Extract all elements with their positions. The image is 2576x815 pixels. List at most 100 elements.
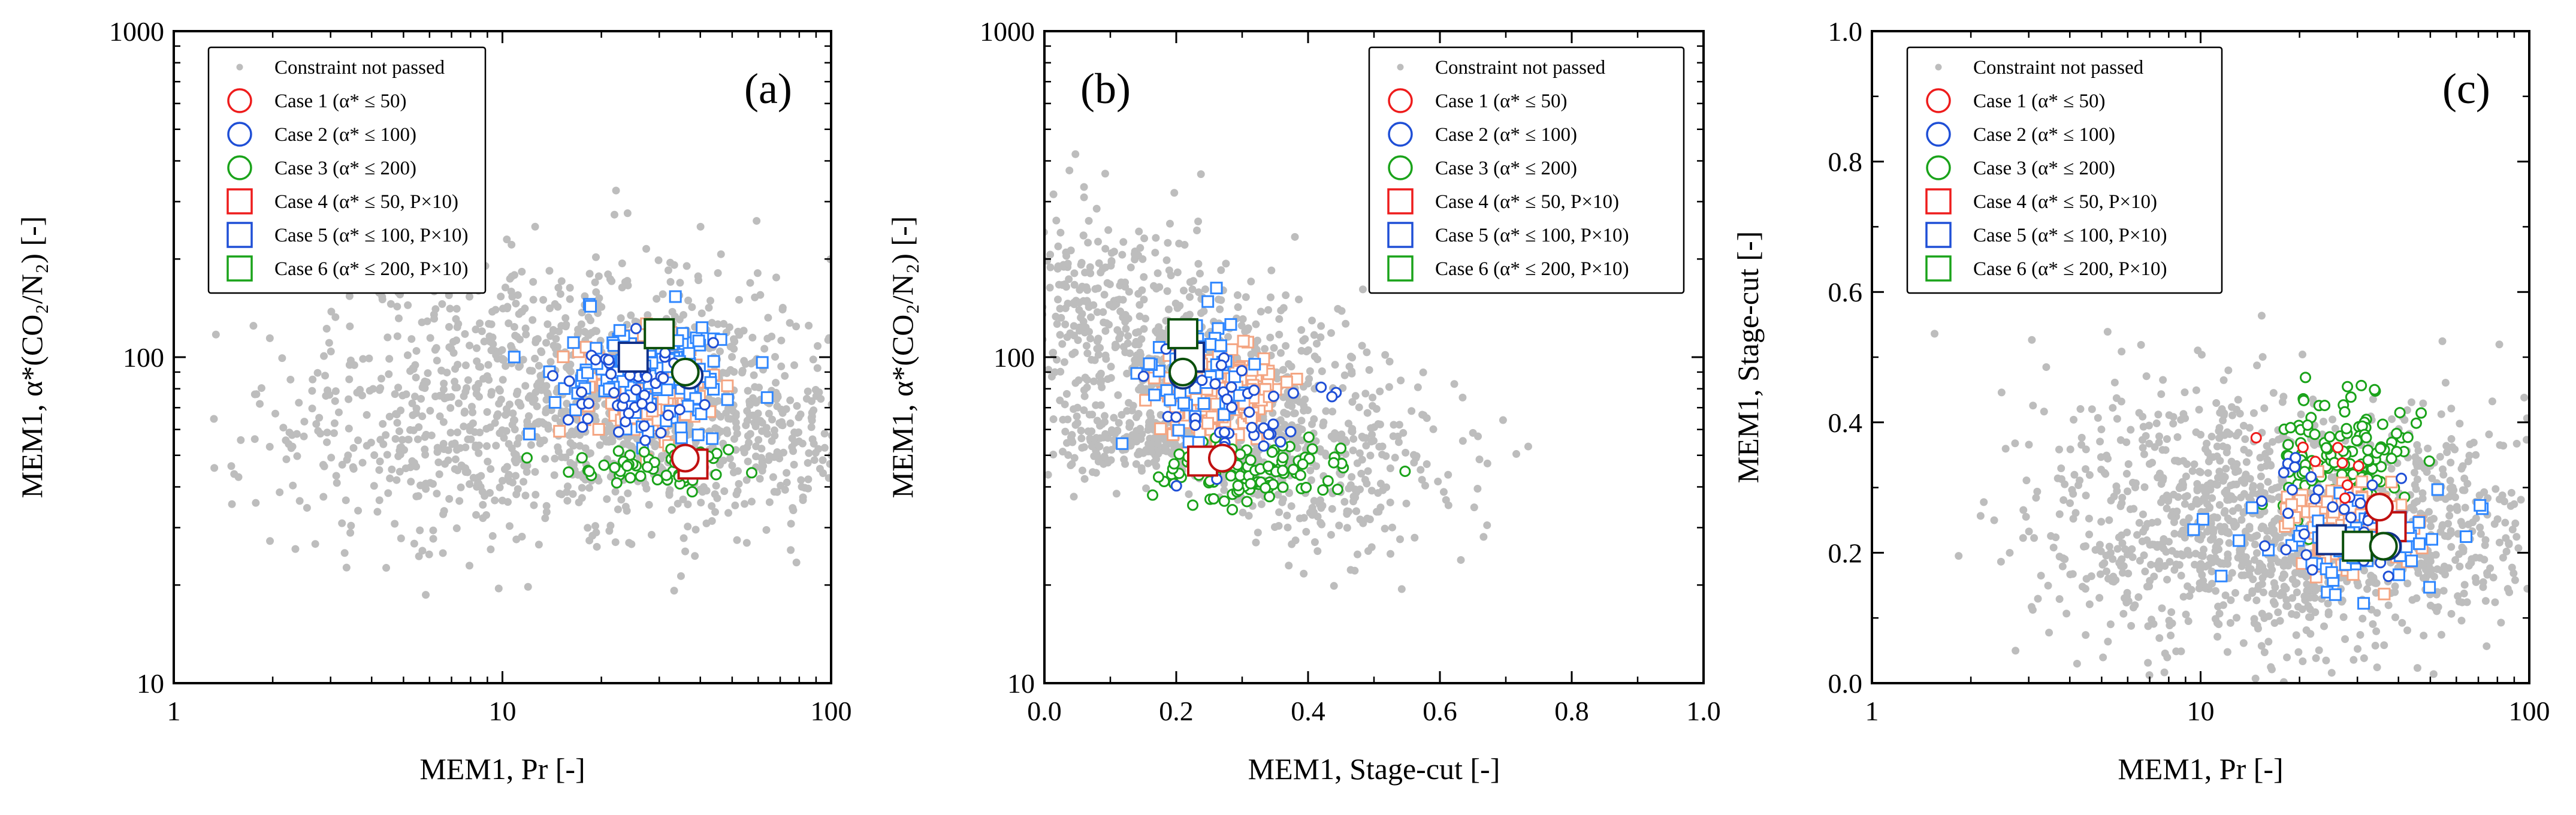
point-case-3 xyxy=(1277,464,1289,476)
point-constraint-not-passed xyxy=(1239,315,1247,324)
point-constraint-not-passed xyxy=(2256,454,2264,462)
point-constraint-not-passed xyxy=(346,322,354,331)
point-constraint-not-passed xyxy=(1316,518,1325,527)
point-constraint-not-passed xyxy=(1107,446,1116,454)
point-constraint-not-passed xyxy=(771,431,779,440)
highlight-case-1 xyxy=(671,443,700,473)
point-constraint-not-passed xyxy=(1242,293,1250,301)
point-constraint-not-passed xyxy=(1185,490,1193,499)
point-constraint-not-passed xyxy=(744,457,752,466)
point-constraint-not-passed xyxy=(1085,410,1094,419)
point-constraint-not-passed xyxy=(2242,553,2250,562)
point-constraint-not-passed xyxy=(950,453,958,460)
point-constraint-not-passed xyxy=(2437,410,2445,418)
point-constraint-not-passed xyxy=(752,416,760,424)
point-constraint-not-passed xyxy=(445,323,454,331)
point-constraint-not-passed xyxy=(412,373,420,382)
point-constraint-not-passed xyxy=(2505,540,2513,548)
highlight-case-5 xyxy=(617,342,649,373)
point-constraint-not-passed xyxy=(1113,426,1122,434)
point-constraint-not-passed xyxy=(444,393,452,402)
point-constraint-not-passed xyxy=(2502,547,2511,556)
point-constraint-not-passed xyxy=(2280,582,2288,591)
point-constraint-not-passed xyxy=(1078,443,1086,452)
point-constraint-not-passed xyxy=(2460,589,2468,597)
point-constraint-not-passed xyxy=(431,346,439,354)
point-constraint-not-passed xyxy=(2105,542,2113,551)
panel-label: (a) xyxy=(744,65,792,113)
point-constraint-not-passed xyxy=(1408,407,1416,415)
point-constraint-not-passed xyxy=(1418,476,1426,484)
point-constraint-not-passed xyxy=(2472,514,2480,523)
point-constraint-not-passed xyxy=(508,240,516,249)
point-constraint-not-passed xyxy=(1140,295,1148,304)
point-constraint-not-passed xyxy=(520,478,528,486)
point-constraint-not-passed xyxy=(610,210,618,219)
point-constraint-not-passed xyxy=(804,387,812,396)
point-constraint-not-passed xyxy=(2358,614,2367,623)
point-constraint-not-passed xyxy=(1297,416,1306,425)
point-constraint-not-passed xyxy=(1362,442,1370,450)
legend-marker-case-4 xyxy=(1387,188,1414,215)
point-constraint-not-passed xyxy=(370,451,379,460)
point-constraint-not-passed xyxy=(464,376,472,384)
point-constraint-not-passed xyxy=(342,496,350,505)
point-constraint-not-passed xyxy=(680,311,688,319)
point-case-2 xyxy=(630,384,642,396)
point-constraint-not-passed xyxy=(451,384,460,392)
point-constraint-not-passed xyxy=(869,450,876,457)
point-case-3 xyxy=(563,466,575,478)
point-constraint-not-passed xyxy=(2259,588,2267,597)
point-constraint-not-passed xyxy=(2127,425,2135,434)
point-constraint-not-passed xyxy=(782,405,790,413)
point-constraint-not-passed xyxy=(608,437,616,446)
point-constraint-not-passed xyxy=(1220,486,1228,494)
point-constraint-not-passed xyxy=(1224,333,1233,341)
point-constraint-not-passed xyxy=(1439,488,1448,496)
point-constraint-not-passed xyxy=(479,500,487,509)
point-constraint-not-passed xyxy=(708,502,716,510)
point-constraint-not-passed xyxy=(2447,435,2456,443)
point-constraint-not-passed xyxy=(1007,327,1014,334)
point-constraint-not-passed xyxy=(375,386,383,394)
point-constraint-not-passed xyxy=(382,431,390,439)
point-constraint-not-passed xyxy=(1099,308,1107,316)
point-constraint-not-passed xyxy=(2223,648,2231,656)
point-constraint-not-passed xyxy=(735,295,743,304)
point-constraint-not-passed xyxy=(472,511,481,519)
point-constraint-not-passed xyxy=(777,481,785,490)
point-constraint-not-passed xyxy=(2124,569,2133,578)
point-constraint-not-passed xyxy=(765,409,773,418)
point-constraint-not-passed xyxy=(2360,566,2369,575)
point-constraint-not-passed xyxy=(1118,410,1126,419)
point-constraint-not-passed xyxy=(1197,170,1205,179)
point-constraint-not-passed xyxy=(569,461,578,469)
point-constraint-not-passed xyxy=(708,517,716,525)
point-constraint-not-passed xyxy=(265,443,274,451)
legend-marker-case-5 xyxy=(1387,222,1414,248)
point-constraint-not-passed xyxy=(479,375,488,383)
point-constraint-not-passed xyxy=(340,549,349,557)
point-constraint-not-passed xyxy=(2463,598,2471,606)
point-constraint-not-passed xyxy=(2203,500,2211,508)
point-case-5 xyxy=(707,355,720,368)
point-constraint-not-passed xyxy=(511,425,519,434)
point-constraint-not-passed xyxy=(623,209,632,218)
point-constraint-not-passed xyxy=(2369,620,2377,628)
point-constraint-not-passed xyxy=(1285,562,1293,570)
point-constraint-not-passed xyxy=(354,436,363,445)
point-constraint-not-passed xyxy=(485,319,493,328)
point-constraint-not-passed xyxy=(1346,352,1355,361)
point-case-2 xyxy=(674,404,685,416)
point-constraint-not-passed xyxy=(691,552,699,560)
point-constraint-not-passed xyxy=(536,436,545,445)
point-constraint-not-passed xyxy=(2502,534,2510,542)
point-constraint-not-passed xyxy=(2179,410,2188,418)
point-case-2 xyxy=(1267,418,1279,430)
point-case-2 xyxy=(603,354,615,366)
point-constraint-not-passed xyxy=(518,267,526,276)
point-constraint-not-passed xyxy=(1330,582,1338,590)
point-constraint-not-passed xyxy=(1126,349,1134,357)
point-constraint-not-passed xyxy=(1033,283,1040,291)
point-constraint-not-passed xyxy=(1343,524,1351,532)
